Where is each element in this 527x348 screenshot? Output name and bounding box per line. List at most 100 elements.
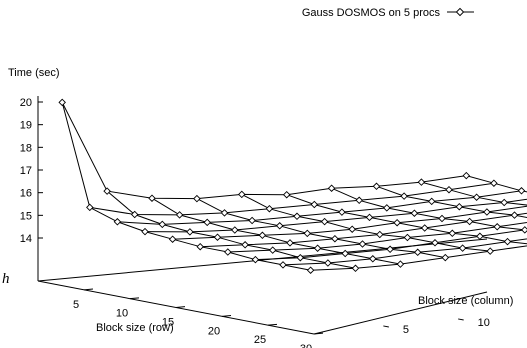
mesh-line-row-19: [227, 222, 527, 253]
data-point: [490, 179, 498, 187]
data-point: [369, 255, 377, 263]
mesh-line-col-25: [421, 181, 527, 206]
data-point: [251, 255, 260, 264]
x-tick-mark: [313, 332, 324, 335]
data-point: [438, 214, 446, 223]
data-point: [386, 245, 394, 254]
data-point: [351, 264, 360, 273]
mesh-line-row-13: [172, 205, 527, 240]
data-point: [483, 208, 491, 216]
data-point: [293, 212, 301, 221]
mesh-line-row-4: [89, 182, 494, 216]
mesh-line-col-13: [241, 193, 491, 252]
z-tick-label: 15: [20, 210, 32, 222]
data-point: [130, 210, 139, 219]
x-tick-mark: [129, 297, 140, 300]
z-tick-label: 18: [20, 142, 32, 154]
data-point: [372, 182, 381, 191]
data-point: [296, 253, 305, 262]
y-tick-label: 10: [478, 317, 490, 329]
mesh-line-row-16: [200, 212, 527, 248]
data-point: [113, 218, 122, 226]
y-tick-label: 5: [403, 324, 409, 336]
data-point: [376, 230, 384, 239]
data-point: [313, 244, 322, 252]
data-point: [410, 209, 419, 217]
data-point: [327, 184, 336, 192]
data-point: [241, 241, 249, 249]
y-tick-mark: [383, 325, 389, 328]
data-point: [413, 248, 422, 257]
data-point: [331, 234, 339, 243]
data-point: [213, 233, 222, 241]
data-point: [279, 261, 287, 269]
data-point: [175, 211, 184, 219]
data-point: [427, 197, 436, 206]
x-tick-label: 15: [162, 317, 174, 329]
data-point: [258, 231, 267, 240]
surface-mesh: [61, 102, 527, 271]
y-axis-label: Block size (column): [418, 295, 513, 307]
legend-marker: [455, 7, 465, 17]
x-tick-mark: [221, 314, 232, 317]
data-point: [220, 209, 229, 217]
data-point: [282, 190, 291, 199]
z-tick-label: 19: [20, 120, 32, 132]
data-point: [383, 204, 391, 212]
data-point: [420, 224, 429, 232]
mesh-line-row-1: [61, 102, 467, 200]
x-tick-label: 10: [116, 308, 128, 320]
data-point: [458, 244, 467, 252]
data-point: [148, 194, 156, 202]
data-point: [310, 200, 319, 209]
mesh-line-col-4: [106, 190, 356, 269]
data-point: [168, 235, 177, 243]
x-tick-mark: [83, 288, 94, 291]
data-point: [448, 229, 457, 238]
data-point: [441, 253, 450, 262]
data-point: [476, 232, 484, 241]
mesh-line-col-1: [61, 102, 311, 271]
z-tick-label: 17: [20, 165, 32, 177]
data-point: [400, 192, 408, 200]
x-tick-mark: [267, 323, 278, 326]
x-axis-label: Block size (row): [96, 322, 174, 334]
data-point: [403, 233, 412, 242]
data-point: [358, 240, 367, 248]
data-point: [417, 178, 426, 186]
data-point: [238, 190, 246, 199]
data-point: [193, 194, 201, 203]
data-point: [268, 246, 277, 254]
legend-label: Gauss DOSMOS on 5 procs: [302, 7, 441, 19]
data-point: [521, 226, 527, 234]
mesh-line-col-19: [331, 187, 527, 231]
data-point: [338, 208, 346, 216]
x-tick-label: 30: [300, 343, 312, 348]
mesh-line-col-28: [466, 175, 527, 193]
x-tick-label: 25: [254, 334, 266, 346]
data-point: [303, 229, 312, 238]
x-tick-label: 5: [73, 299, 79, 311]
data-point: [465, 217, 474, 226]
data-point: [224, 248, 232, 256]
z-axis-label: Time (sec): [8, 67, 60, 79]
data-point: [58, 98, 66, 107]
x-tick-mark: [175, 306, 186, 308]
data-point: [196, 242, 204, 251]
data-point: [265, 204, 274, 213]
data-point: [500, 198, 508, 207]
data-point: [86, 203, 94, 212]
y-tick-mark: [458, 318, 464, 321]
data-point: [158, 220, 167, 229]
z-tick-label: 14: [20, 233, 32, 245]
surface-points: [58, 98, 527, 274]
data-point: [462, 171, 471, 180]
z-tick-label: 20: [20, 97, 32, 109]
mesh-line-row-22: [255, 229, 527, 261]
back-x-edge: [313, 291, 488, 335]
data-point: [203, 218, 211, 227]
data-point: [486, 247, 494, 255]
data-point: [365, 213, 374, 222]
mesh-line-col-7: [151, 197, 401, 265]
